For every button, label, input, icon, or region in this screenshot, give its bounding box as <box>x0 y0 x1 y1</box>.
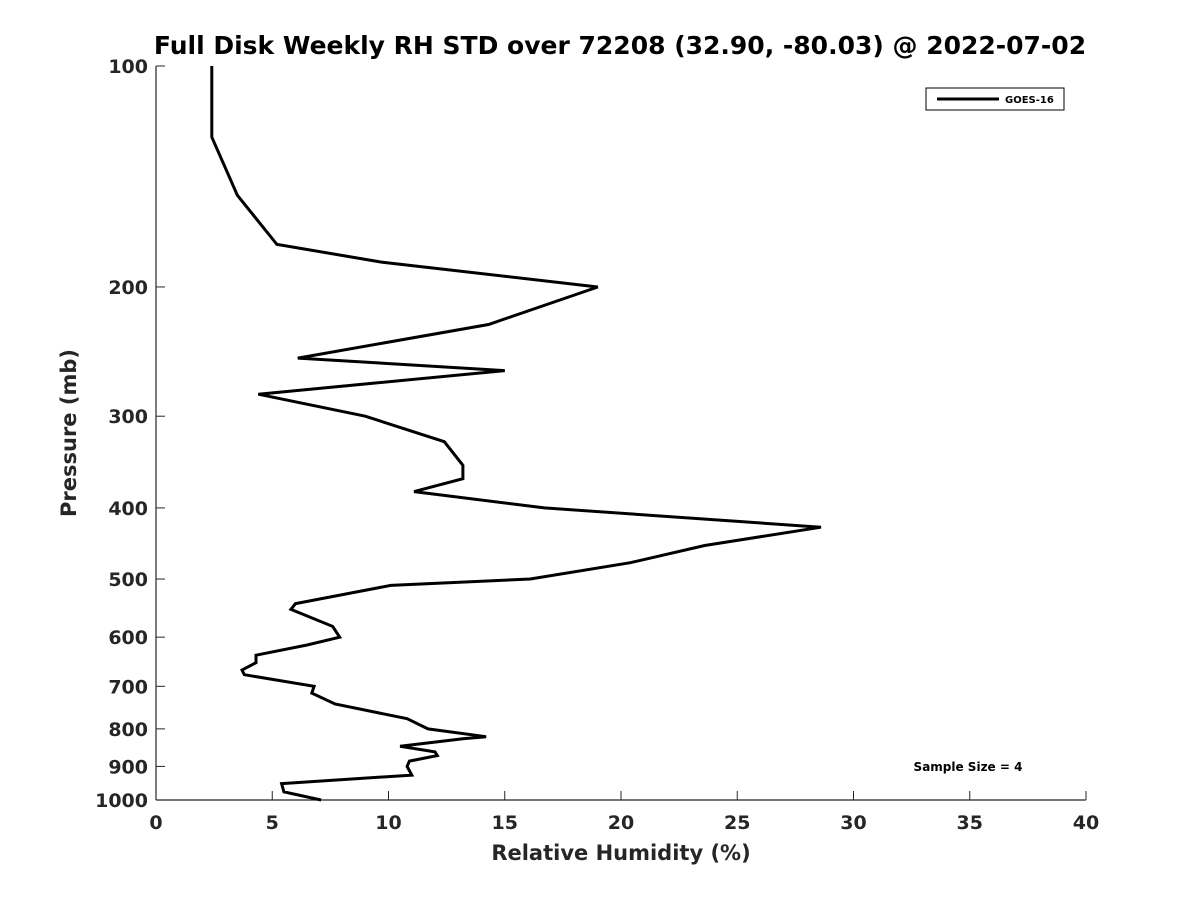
y-tick-label: 200 <box>108 277 148 299</box>
x-axis-label: Relative Humidity (%) <box>491 841 750 865</box>
y-tick-label: 800 <box>108 719 148 741</box>
x-tick-label: 10 <box>375 812 401 834</box>
chart-title: Full Disk Weekly RH STD over 72208 (32.9… <box>154 31 1086 60</box>
legend-label-goes-16: GOES-16 <box>1005 95 1054 106</box>
y-tick-label: 700 <box>108 676 148 698</box>
x-tick-label: 5 <box>266 812 279 834</box>
series-group <box>210 66 822 802</box>
x-tick-label: 40 <box>1073 812 1099 834</box>
y-tick-label: 500 <box>108 569 148 591</box>
x-tick-label: 30 <box>840 812 866 834</box>
y-tick-label: 100 <box>108 56 148 78</box>
x-tick-label: 25 <box>724 812 750 834</box>
y-tick-label: 600 <box>108 627 148 649</box>
y-ticks: 100 200 300 400 500 600 700 800 900 1000 <box>95 56 165 812</box>
legend: GOES-16 <box>925 87 1065 111</box>
y-tick-label: 400 <box>108 498 148 520</box>
sample-size-annotation: Sample Size = 4 <box>914 760 1023 774</box>
x-tick-label: 0 <box>149 812 162 834</box>
x-tick-label: 20 <box>608 812 634 834</box>
y-tick-label: 900 <box>108 756 148 778</box>
y-tick-label: 300 <box>108 406 148 428</box>
series-line-goes-16 <box>210 66 822 802</box>
x-ticks: 0 5 10 15 20 25 30 35 40 <box>149 791 1099 834</box>
x-tick-label: 15 <box>492 812 518 834</box>
x-tick-label: 35 <box>957 812 983 834</box>
y-tick-label: 1000 <box>95 790 148 812</box>
y-axis-label: Pressure (mb) <box>57 349 81 517</box>
